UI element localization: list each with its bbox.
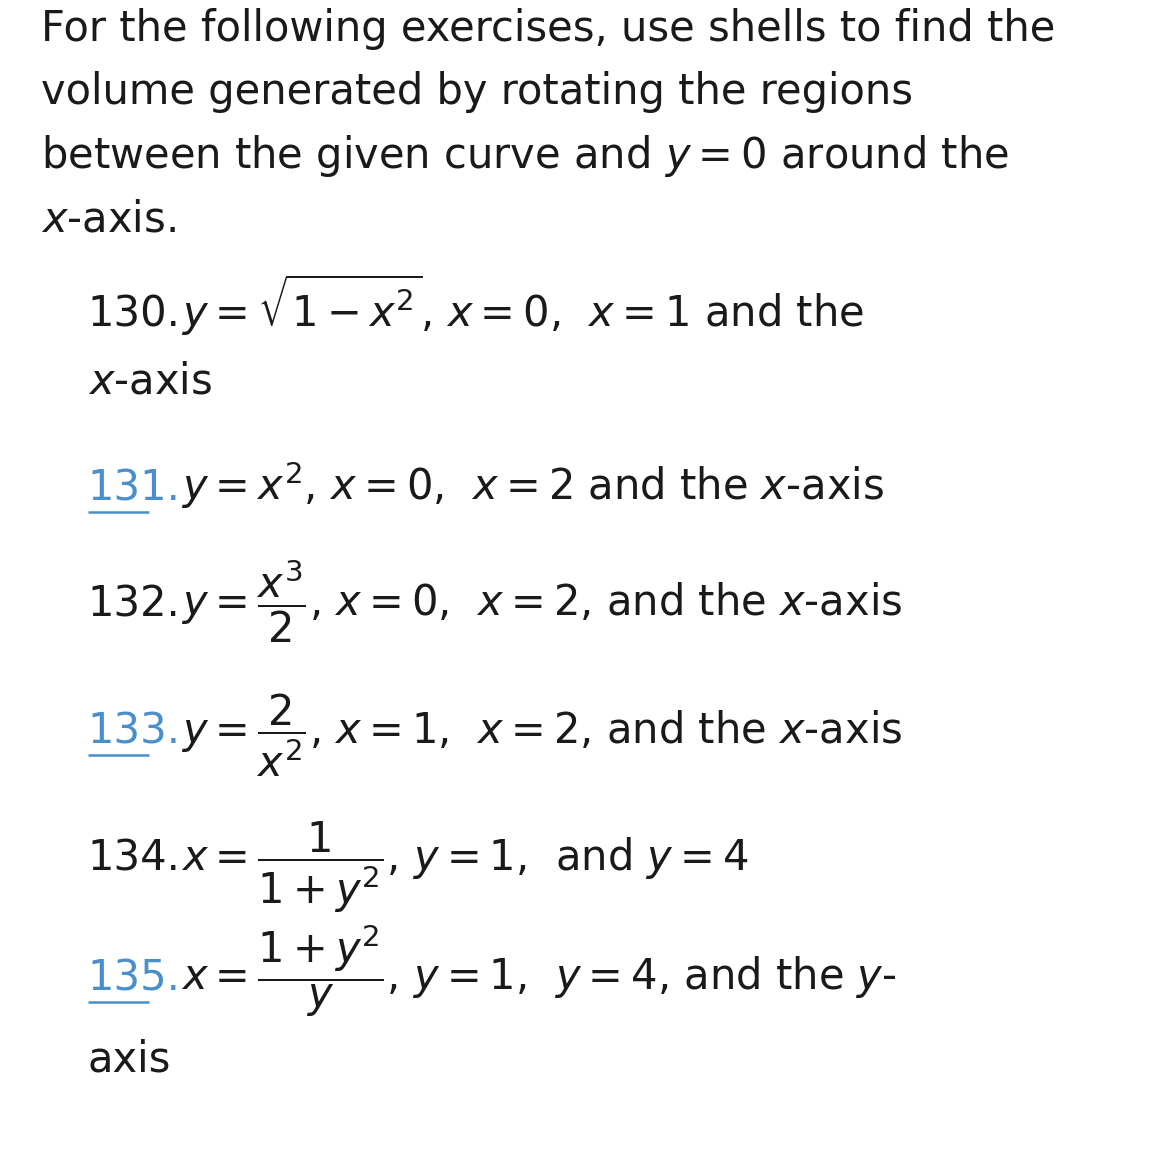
Text: 130.: 130. <box>88 294 180 336</box>
Text: $x$-axis: $x$-axis <box>88 361 212 403</box>
Text: $x = \dfrac{1}{1+y^2}$, $y = 1$,  and $y = 4$: $x = \dfrac{1}{1+y^2}$, $y = 1$, and $y … <box>181 820 749 915</box>
Text: axis: axis <box>88 1039 171 1080</box>
Text: $y = \sqrt{1-x^2}$, $x = 0$,  $x = 1$ and the: $y = \sqrt{1-x^2}$, $x = 0$, $x = 1$ and… <box>181 272 865 337</box>
Text: $y = \dfrac{x^3}{2}$, $x = 0$,  $x = 2$, and the $x$-axis: $y = \dfrac{x^3}{2}$, $x = 0$, $x = 2$, … <box>181 557 903 645</box>
Text: $x = \dfrac{1+y^2}{y}$, $y = 1$,  $y = 4$, and the $y$-: $x = \dfrac{1+y^2}{y}$, $y = 1$, $y = 4$… <box>181 923 897 1019</box>
Text: volume generated by rotating the regions: volume generated by rotating the regions <box>41 72 913 113</box>
Text: For the following exercises, use shells to find the: For the following exercises, use shells … <box>41 8 1055 50</box>
Text: between the given curve and $y = 0$ around the: between the given curve and $y = 0$ arou… <box>41 133 1009 178</box>
Text: 133.: 133. <box>88 711 180 753</box>
Text: 131.: 131. <box>88 468 180 510</box>
Text: $y = \dfrac{2}{x^2}$, $x = 1$,  $x = 2$, and the $x$-axis: $y = \dfrac{2}{x^2}$, $x = 1$, $x = 2$, … <box>181 691 903 778</box>
Text: 135.: 135. <box>88 958 180 999</box>
Text: $x$-axis.: $x$-axis. <box>41 199 176 241</box>
Text: 134.: 134. <box>88 838 180 880</box>
Text: $y = x^2$, $x = 0$,  $x = 2$ and the $x$-axis: $y = x^2$, $x = 0$, $x = 2$ and the $x$-… <box>181 460 885 511</box>
Text: 132.: 132. <box>88 584 180 625</box>
